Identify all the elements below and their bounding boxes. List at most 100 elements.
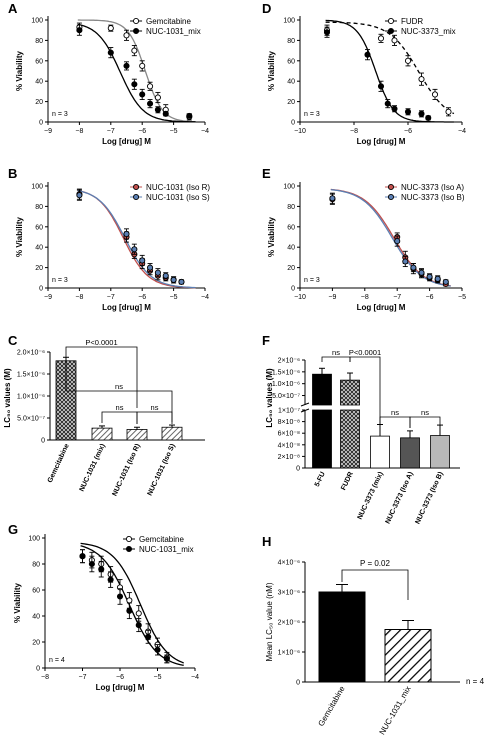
x-tick-label: −4: [201, 294, 209, 301]
n-label: n = 3: [304, 111, 320, 118]
y-tick-label: 80: [35, 38, 43, 45]
y-axis-label: Mean LC₅₀ value (nM): [265, 582, 274, 661]
legend-marker: [387, 183, 395, 191]
series-2: [79, 549, 170, 664]
x-tick-label: −6: [404, 128, 412, 135]
x-tick-label: −10: [294, 294, 306, 301]
x-category-label: NUC-3373 (Iso B): [414, 471, 444, 525]
y-tick-label: 2×10⁻⁸: [278, 454, 300, 461]
x-axis-label: Log [drug] M: [102, 137, 151, 146]
bar: [370, 435, 390, 469]
y-tick-label: 2×10⁻⁶: [278, 620, 300, 627]
panel-a: A 0 20 40 60 80 100 −9 −8 −7 −6 −5 −4 Log [drug] M % V…: [8, 1, 209, 146]
x-tick-label: −10: [294, 128, 306, 135]
y-tick-label: 5.0×10⁻⁷: [17, 416, 45, 423]
bar: [340, 379, 360, 406]
fit-curve-1: [77, 19, 196, 123]
data-point: [76, 192, 83, 199]
bar: [430, 435, 450, 469]
y-tick-label: 80: [287, 204, 295, 211]
x-tick-label: −8: [41, 674, 49, 681]
panel-f: F 2×10⁻⁶ 1.5×10⁻⁶ 1.0×10⁻⁶ 5.0×10⁻⁷ 1×10⁻⁷ 8×1…: [262, 333, 460, 525]
x-category-label: NUC-1031 (mix): [79, 443, 107, 493]
data-point: [402, 258, 409, 265]
x-tick-label: −4: [201, 128, 209, 135]
y-axis-label: LC₅₀ values (M): [265, 368, 274, 428]
x-tick-label: −7: [393, 294, 401, 301]
significance-bracket: [65, 352, 173, 424]
significance-bracket: [409, 416, 441, 428]
fit-curve-1: [77, 189, 196, 289]
y-tick-label: 20: [287, 99, 295, 106]
y-tick-label: 80: [35, 204, 43, 211]
significance-label: ns: [151, 403, 159, 412]
y-tick-label: 60: [287, 224, 295, 231]
data-point: [135, 622, 142, 629]
y-tick-label: 0: [291, 286, 295, 293]
legend-entry: Gemcitabine: [146, 17, 191, 26]
y-tick-label: 0: [296, 680, 300, 687]
series-1: [329, 193, 449, 287]
x-axis-label: Log [drug] M: [357, 303, 406, 312]
data-point: [139, 257, 146, 264]
data-point: [384, 100, 391, 107]
y-axis-label: % Viability: [13, 583, 22, 623]
data-point: [364, 51, 371, 58]
n-label: n = 4: [49, 657, 65, 664]
data-point: [418, 110, 425, 117]
data-point: [162, 272, 169, 279]
panel-label: C: [8, 333, 18, 348]
significance-label: P = 0.02: [360, 559, 390, 568]
data-point: [116, 593, 124, 600]
x-tick-label: −9: [44, 128, 52, 135]
data-point: [410, 264, 417, 271]
fit-curve-2: [77, 189, 196, 289]
legend-entry: NUC-3373 (Iso B): [401, 193, 465, 202]
y-tick-label: 40: [35, 79, 43, 86]
x-tick-label: −8: [75, 128, 83, 135]
x-axis-label: Log [drug] M: [357, 137, 406, 146]
data-point: [145, 633, 152, 640]
bar: [126, 429, 148, 441]
data-point: [445, 108, 452, 115]
y-tick-label: 1.0×10⁻⁶: [272, 381, 300, 388]
panel-h: H 0 1×10⁻⁶ 2×10⁻⁶ 3×10⁻⁶ 4×10⁻⁶ Mean LC₅₀ valu…: [262, 534, 485, 736]
data-point: [162, 110, 169, 117]
data-point: [154, 269, 161, 276]
data-point: [426, 273, 433, 280]
x-tick-label: −6: [138, 294, 146, 301]
y-tick-label: 40: [287, 245, 295, 252]
legend-marker: [133, 183, 140, 191]
y-tick-label: 40: [287, 79, 295, 86]
y-tick-label: 60: [32, 588, 40, 595]
data-point: [139, 62, 146, 69]
y-axis-label: % Viability: [15, 51, 24, 91]
n-label: n = 3: [52, 111, 68, 118]
panel-g: G 0 20 40 60 80 100 −8 −7 −6 −5 −4 Log [drug] M % Via…: [8, 522, 199, 692]
y-tick-label: 100: [283, 184, 295, 191]
data-point: [377, 83, 385, 90]
n-label: n = 4: [466, 677, 485, 686]
n-label: n = 3: [52, 277, 68, 284]
data-point: [123, 62, 130, 69]
series-1: [76, 22, 193, 121]
legend-marker: [133, 17, 140, 25]
y-tick-label: 100: [283, 18, 295, 25]
series-2: [76, 189, 185, 285]
data-point: [323, 29, 331, 36]
x-category-label: Gemcitabine: [316, 684, 347, 728]
x-tick-label: −4: [458, 128, 466, 135]
x-tick-label: −5: [170, 128, 178, 135]
y-tick-label: 0: [291, 120, 295, 127]
bar: [312, 373, 332, 406]
significance-label: P<0.0001: [85, 338, 117, 347]
x-tick-label: −6: [426, 294, 434, 301]
data-point: [178, 278, 185, 285]
data-point: [139, 91, 146, 98]
data-point: [377, 35, 385, 42]
x-tick-label: −9: [328, 294, 336, 301]
x-tick-label: −8: [75, 294, 83, 301]
x-tick-label: −4: [191, 674, 199, 681]
data-point: [107, 25, 114, 32]
